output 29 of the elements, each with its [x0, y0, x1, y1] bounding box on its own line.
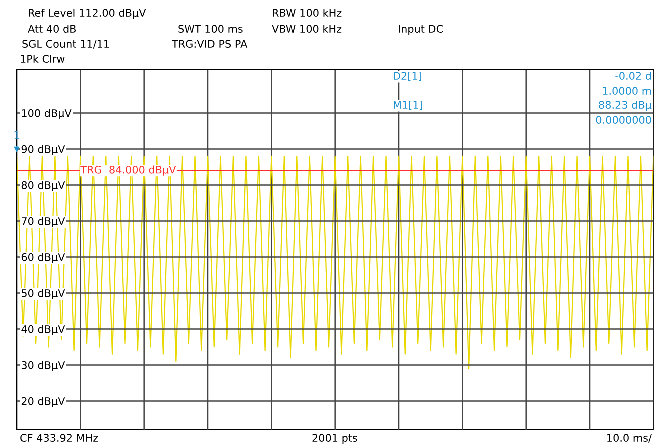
text: TRG:VID PS PA [172, 40, 248, 48]
text: CF 433.92 MHz [20, 434, 98, 442]
text: 1Pk Clrw [21, 54, 65, 64]
text: Ref Level 112.00 dBµV [29, 8, 146, 20]
y-tick-label: 20 dBµV [22, 397, 66, 408]
y-tick-label: 100 dBµV [22, 109, 72, 120]
y-tick-label: 50 dBµV [22, 289, 66, 300]
y-tick-label: 80 dBµV [22, 181, 66, 192]
text: 10.0 ms/ [608, 434, 652, 443]
line-series [17, 156, 654, 370]
text: 2001 pts [312, 434, 358, 444]
annotation: -0.02 d [616, 72, 652, 80]
annotation: 1.0000 m [603, 87, 652, 96]
text: SWT 100 ms [178, 25, 243, 34]
y-tick-label: 70 dBµV [22, 217, 66, 228]
annotation: 0.0000000 [596, 116, 652, 124]
ref-line-label: TRG 84.000 dBµV [80, 166, 176, 176]
y-tick-label: 40 dBµV [22, 325, 66, 336]
text: SGL Count 11/11 [22, 40, 110, 49]
text: RBW 100 kHz [273, 8, 342, 18]
y-tick-label: 90 dBµV [22, 145, 66, 156]
annotation: 88.23 dBµ [599, 100, 652, 112]
text: Input DC [399, 25, 444, 36]
annotation: M1[1] [394, 100, 422, 110]
annotation: D2[1] [394, 72, 422, 82]
y-tick-label: 30 dBµV [22, 361, 66, 372]
y-tick-label: 60 dBµV [22, 253, 66, 264]
text: Att 40 dB [28, 24, 76, 34]
text: VBW 100 kHz [272, 24, 342, 34]
